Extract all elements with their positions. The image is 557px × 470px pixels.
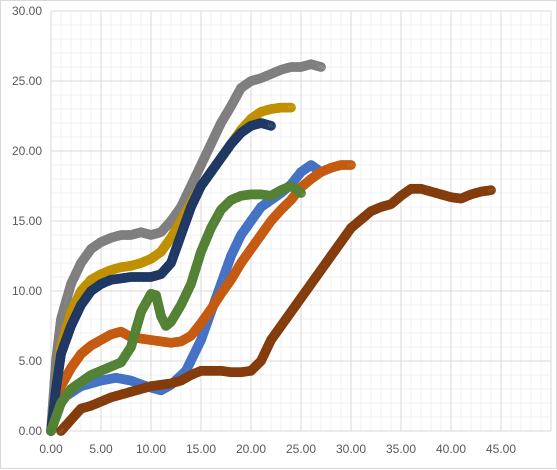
x-tick-label: 10.00 [136, 442, 166, 456]
y-tick-label: 5.00 [19, 354, 43, 368]
y-tick-label: 30.00 [12, 4, 42, 18]
x-tick-label: 5.00 [89, 442, 113, 456]
data-point [346, 160, 356, 170]
series-6 [46, 181, 306, 436]
data-point [266, 120, 276, 131]
x-tick-label: 15.00 [186, 442, 216, 456]
x-tick-label: 40.00 [436, 442, 466, 456]
x-axis: 0.00 5.00 10.00 15.00 20.00 25.00 30.00 35.00 40… [39, 442, 516, 456]
data-point [294, 187, 305, 198]
data-point [296, 188, 306, 198]
data-point [316, 62, 326, 72]
y-tick-label: 0.00 [19, 424, 43, 438]
series-7 [56, 183, 496, 436]
y-tick-label: 20.00 [12, 144, 42, 158]
major-gridlines [50, 10, 552, 432]
x-tick-label: 30.00 [336, 442, 366, 456]
x-tick-label: 45.00 [486, 442, 516, 456]
y-tick-label: 25.00 [12, 74, 42, 88]
x-tick-label: 0.00 [39, 442, 63, 456]
x-tick-label: 20.00 [236, 442, 266, 456]
data-point [286, 102, 296, 113]
y-tick-label: 15.00 [12, 214, 42, 228]
series-layer [46, 59, 496, 436]
series-5 [46, 118, 276, 436]
x-tick-label: 25.00 [286, 442, 316, 456]
y-axis: 0.00 5.00 10.00 15.00 20.00 25.00 30.00 [12, 4, 42, 438]
x-tick-label: 35.00 [386, 442, 416, 456]
data-point [486, 185, 496, 196]
data-point [293, 186, 304, 197]
y-tick-label: 10.00 [12, 284, 42, 298]
